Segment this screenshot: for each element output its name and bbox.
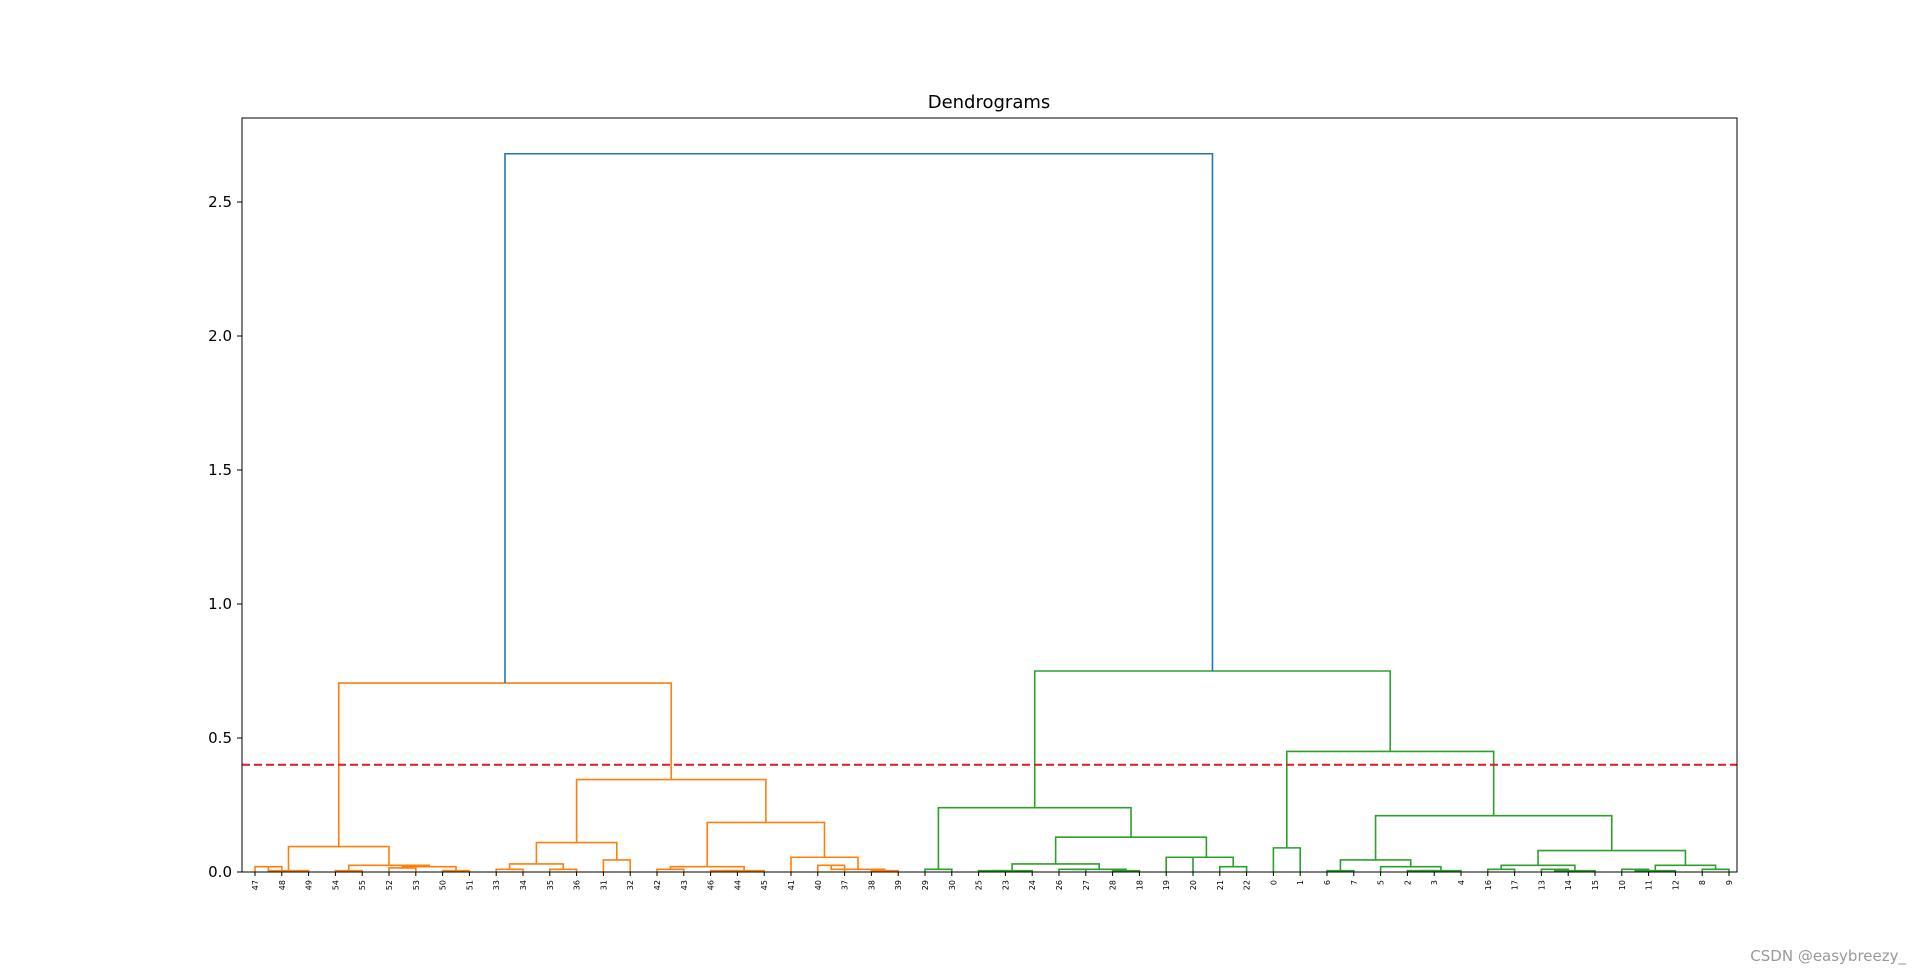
leaf-label: 12 (1671, 880, 1680, 890)
leaf-label: 43 (680, 880, 689, 890)
leaf-label: 36 (573, 880, 582, 890)
dendrogram-link (1219, 865, 1248, 872)
y-tick-label: 2.0 (208, 327, 232, 345)
y-tick-label: 2.5 (208, 193, 232, 211)
leaf-label: 34 (519, 880, 528, 890)
dendrogram-link (575, 778, 767, 843)
leaf-label: 29 (921, 880, 930, 890)
dendrogram-link (287, 845, 390, 871)
leaf-label: 53 (412, 880, 421, 890)
dendrogram-link (1165, 856, 1194, 872)
leaf-label: 16 (1484, 880, 1493, 890)
leaf-label: 17 (1511, 880, 1520, 890)
plot-frame (241, 117, 1738, 873)
leaf-label: 23 (1001, 880, 1010, 890)
leaf-label: 54 (331, 880, 340, 890)
leaf-label: 27 (1082, 880, 1091, 890)
leaf-label: 10 (1618, 880, 1627, 890)
leaf-label: 2 (1403, 880, 1412, 885)
leaf-label: 48 (278, 880, 287, 890)
leaf-label: 46 (707, 880, 716, 890)
leaf-label: 20 (1189, 880, 1198, 890)
y-axis: 0.0 0.5 1.0 1.5 2.0 2.5 (208, 193, 242, 881)
leaf-label: 0 (1269, 880, 1278, 885)
leaf-label: 22 (1243, 880, 1252, 890)
dendrogram-link (1339, 859, 1412, 871)
leaf-label: 31 (599, 880, 608, 890)
leaf-label: 52 (385, 880, 394, 890)
y-tick-label: 1.5 (208, 461, 232, 479)
leaf-label: 39 (894, 880, 903, 890)
dendrogram-link (1179, 856, 1234, 867)
leaf-label: 42 (653, 880, 662, 890)
dendrogram-link (1033, 670, 1392, 808)
leaf-label: 49 (305, 880, 314, 890)
y-tick-label: 1.0 (208, 595, 232, 613)
leaf-label: 38 (867, 880, 876, 890)
leaf-label: 51 (465, 880, 474, 890)
leaf-label: 37 (841, 880, 850, 890)
leaf-label: 50 (439, 880, 448, 890)
leaf-label: 40 (814, 880, 823, 890)
leaf-label: 21 (1216, 880, 1225, 890)
leaf-label: 1 (1296, 880, 1305, 885)
dendrogram-link (1374, 814, 1613, 860)
leaf-label: 26 (1055, 880, 1064, 890)
dendrogram-link (706, 821, 826, 867)
leaf-label: 30 (948, 880, 957, 890)
leaf-label: 8 (1698, 880, 1707, 885)
leaf-label: 45 (760, 880, 769, 890)
leaf-label: 15 (1591, 880, 1600, 890)
x-axis-leaves: 47 48 49 54 55 52 53 50 51 33 34 35 36 31 32 42 43 46 44 45… (251, 872, 1734, 890)
leaf-label: 6 (1323, 880, 1332, 885)
dendrogram-link (1072, 868, 1127, 871)
leaf-label: 28 (1109, 880, 1118, 890)
leaf-label: 19 (1162, 880, 1171, 890)
leaf-label: 55 (358, 880, 367, 890)
leaf-label: 18 (1135, 880, 1144, 890)
leaf-label: 33 (492, 880, 501, 890)
dendrogram-link (508, 863, 564, 870)
leaf-label: 14 (1564, 880, 1573, 890)
dendrogram-link (1054, 836, 1208, 864)
leaf-label: 32 (626, 880, 635, 890)
leaf-label: 24 (1028, 880, 1037, 890)
leaf-label: 41 (787, 880, 796, 890)
dendrogram-link (388, 867, 417, 872)
leaf-label: 7 (1350, 880, 1359, 885)
dendrogram-link (1272, 847, 1301, 872)
dendrogram-link (937, 806, 1132, 870)
chart-title: Dendrograms (928, 92, 1051, 113)
leaf-label: 5 (1377, 880, 1386, 885)
leaf-label: 44 (733, 880, 742, 890)
watermark-text: CSDN @easybreezy_ (1750, 947, 1906, 965)
leaf-label: 13 (1537, 880, 1546, 890)
y-tick-label: 0.5 (208, 729, 232, 747)
leaf-label: 4 (1457, 880, 1466, 885)
leaf-label: 9 (1725, 880, 1734, 885)
dendrogram-link (1537, 849, 1687, 866)
dendrogram-link (504, 152, 1214, 684)
y-tick-label: 0.0 (208, 863, 232, 881)
dendrogram-link (1286, 750, 1495, 848)
leaf-label: 11 (1645, 880, 1654, 890)
leaf-label: 3 (1430, 880, 1439, 885)
dendrogram-link (602, 859, 631, 872)
dendrogram-link (535, 841, 618, 864)
leaf-label: 25 (975, 880, 984, 890)
leaf-label: 35 (546, 880, 555, 890)
leaf-label: 47 (251, 880, 260, 890)
